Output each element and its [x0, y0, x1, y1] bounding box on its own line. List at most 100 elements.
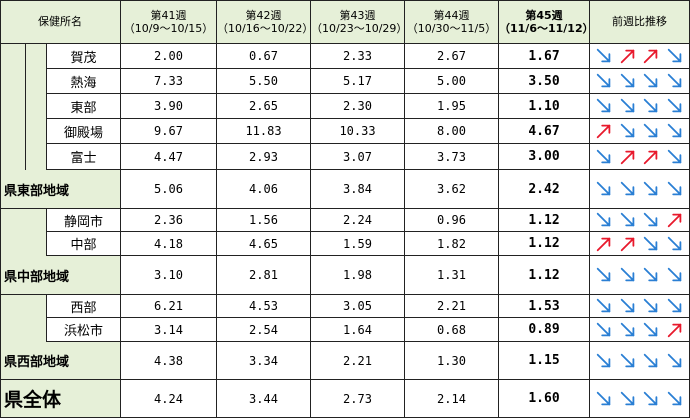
region-spacer-central [0, 209, 47, 256]
arrow-down-right-icon [642, 180, 660, 198]
row-name-shizuoka-city: 静岡市 [47, 209, 121, 232]
value-tobu-week45: 1.10 [499, 94, 590, 119]
arrow-down-right-icon [595, 180, 613, 198]
arrow-down-right-icon [619, 297, 637, 315]
trend-west-region [590, 342, 690, 380]
arrow-down-right-icon [666, 122, 684, 140]
value-gotemba-week42: 11.83 [217, 119, 311, 144]
trend-tobu [590, 94, 690, 119]
row-name-seibu: 西部 [47, 295, 121, 318]
header-facility: 保健所名 [0, 0, 121, 44]
value-hamamatsu-week44: 0.68 [405, 318, 499, 342]
value-seibu-week43: 3.05 [311, 295, 405, 318]
trend-shizuoka-city [590, 209, 690, 232]
value-atami-week45: 3.50 [499, 69, 590, 94]
arrow-up-right-icon [642, 47, 660, 65]
value-kamo-week42: 0.67 [217, 44, 311, 69]
value-hamamatsu-week43: 1.64 [311, 318, 405, 342]
arrow-up-right-icon [666, 211, 684, 229]
trend-prefecture-total [590, 380, 690, 418]
region-spacer-west [0, 295, 47, 342]
arrow-down-right-icon [595, 211, 613, 229]
arrow-down-right-icon [619, 352, 637, 370]
value-central-region-week45: 1.12 [499, 256, 590, 295]
region-spacer-east-inner [26, 44, 47, 170]
arrow-up-right-icon [619, 47, 637, 65]
arrow-down-right-icon [595, 97, 613, 115]
arrow-down-right-icon [619, 122, 637, 140]
arrow-up-right-icon [642, 148, 660, 166]
value-gotemba-week45: 4.67 [499, 119, 590, 144]
value-gotemba-week41: 9.67 [121, 119, 217, 144]
trend-seibu [590, 295, 690, 318]
arrow-down-right-icon [642, 235, 660, 253]
arrow-down-right-icon [666, 390, 684, 408]
row-name-hamamatsu: 浜松市 [47, 318, 121, 342]
arrow-up-right-icon [619, 148, 637, 166]
header-week-44: 第44週 （10/30～11/5） [405, 0, 499, 44]
value-kamo-week44: 2.67 [405, 44, 499, 69]
value-shizuoka-city-week44: 0.96 [405, 209, 499, 232]
trend-chubu [590, 232, 690, 256]
arrow-down-right-icon [595, 321, 613, 339]
arrow-down-right-icon [666, 352, 684, 370]
value-atami-week41: 7.33 [121, 69, 217, 94]
value-west-region-week45: 1.15 [499, 342, 590, 380]
header-week-42: 第42週 （10/16～10/22） [217, 0, 313, 44]
value-shizuoka-city-week41: 2.36 [121, 209, 217, 232]
value-seibu-week45: 1.53 [499, 295, 590, 318]
arrow-up-right-icon [619, 235, 637, 253]
arrow-down-right-icon [666, 297, 684, 315]
value-kamo-week45: 1.67 [499, 44, 590, 69]
row-name-east-region: 県東部地域 [0, 170, 121, 209]
header-week-45: 第45週 （11/6～11/12） [499, 0, 594, 44]
value-tobu-week41: 3.90 [121, 94, 217, 119]
value-chubu-week42: 4.65 [217, 232, 311, 256]
value-prefecture-total-week44: 2.14 [405, 380, 499, 418]
arrow-up-right-icon [595, 122, 613, 140]
arrow-down-right-icon [642, 211, 660, 229]
arrow-down-right-icon [619, 72, 637, 90]
value-central-region-week42: 2.81 [217, 256, 311, 295]
value-west-region-week44: 1.30 [405, 342, 499, 380]
value-west-region-week42: 3.34 [217, 342, 311, 380]
arrow-down-right-icon [642, 266, 660, 284]
value-atami-week44: 5.00 [405, 69, 499, 94]
arrow-down-right-icon [666, 148, 684, 166]
arrow-down-right-icon [595, 352, 613, 370]
arrow-down-right-icon [666, 266, 684, 284]
header-week-41: 第41週 （10/9～10/15） [121, 0, 217, 44]
arrow-down-right-icon [619, 266, 637, 284]
value-shizuoka-city-week43: 2.24 [311, 209, 405, 232]
arrow-down-right-icon [642, 352, 660, 370]
arrow-down-right-icon [642, 321, 660, 339]
row-name-prefecture-total: 県全体 [0, 380, 121, 418]
arrow-down-right-icon [642, 97, 660, 115]
value-hamamatsu-week45: 0.89 [499, 318, 590, 342]
value-prefecture-total-week41: 4.24 [121, 380, 217, 418]
value-fuji-week43: 3.07 [311, 144, 405, 170]
arrow-down-right-icon [619, 97, 637, 115]
value-seibu-week44: 2.21 [405, 295, 499, 318]
value-east-region-week42: 4.06 [217, 170, 311, 209]
arrow-down-right-icon [595, 72, 613, 90]
arrow-down-right-icon [642, 122, 660, 140]
arrow-down-right-icon [619, 180, 637, 198]
arrow-down-right-icon [595, 148, 613, 166]
trend-fuji [590, 144, 690, 170]
value-shizuoka-city-week45: 1.12 [499, 209, 590, 232]
trend-kamo [590, 44, 690, 69]
value-chubu-week44: 1.82 [405, 232, 499, 256]
row-name-fuji: 富士 [47, 144, 121, 170]
header-trend: 前週比推移 [590, 0, 690, 44]
value-east-region-week43: 3.84 [311, 170, 405, 209]
arrow-down-right-icon [642, 297, 660, 315]
arrow-down-right-icon [595, 266, 613, 284]
arrow-down-right-icon [666, 72, 684, 90]
value-gotemba-week43: 10.33 [311, 119, 405, 144]
row-name-kamo: 賀茂 [47, 44, 121, 69]
arrow-down-right-icon [619, 211, 637, 229]
arrow-down-right-icon [642, 390, 660, 408]
value-atami-week42: 5.50 [217, 69, 311, 94]
value-fuji-week42: 2.93 [217, 144, 311, 170]
